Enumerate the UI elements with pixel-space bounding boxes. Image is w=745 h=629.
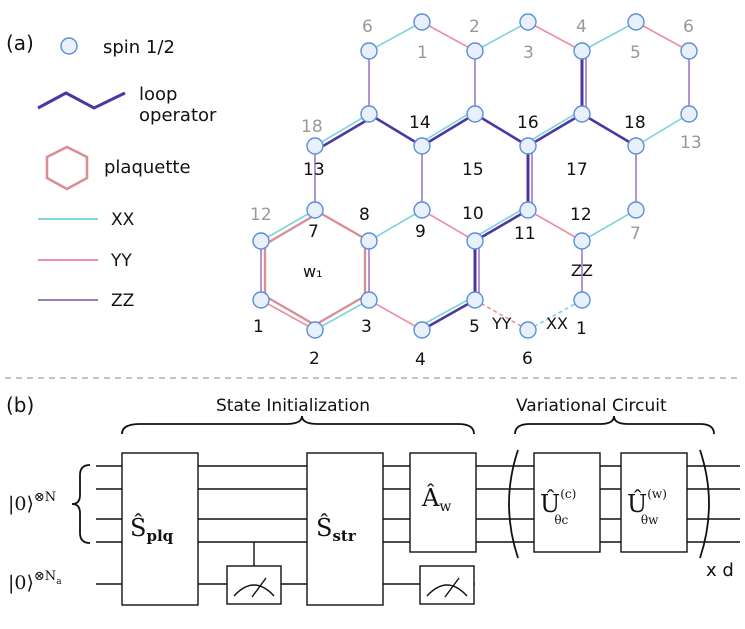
xx-bond-label: XX <box>546 314 568 333</box>
legend-loop-line2: operator <box>139 105 217 126</box>
meter-needle-icon <box>251 577 267 598</box>
svg-text:5: 5 <box>469 317 480 337</box>
lattice-bonds <box>260 21 690 332</box>
svg-text:5: 5 <box>630 43 641 63</box>
variational-brace <box>514 415 715 435</box>
svg-text:9: 9 <box>415 222 426 242</box>
svg-text:7: 7 <box>630 224 641 244</box>
gate-u-c <box>533 452 601 553</box>
svg-text:12: 12 <box>570 205 592 225</box>
gate-a-w <box>409 452 477 553</box>
state-init-title: State Initialization <box>216 396 370 416</box>
gate-u-c-label: Û(c) θc <box>540 487 576 527</box>
state-init-brace <box>121 415 475 435</box>
svg-text:4: 4 <box>576 17 587 37</box>
legend-spin-text: spin 1/2 <box>103 37 175 58</box>
svg-text:1: 1 <box>417 43 428 63</box>
variational-title: Variational Circuit <box>516 396 667 416</box>
register-brace <box>71 464 91 544</box>
svg-text:1: 1 <box>253 317 264 337</box>
svg-text:12: 12 <box>250 205 272 225</box>
variational-left-paren <box>508 449 519 559</box>
gate-s-plq-label: Ŝplq <box>130 513 174 545</box>
svg-text:13: 13 <box>680 133 702 153</box>
extra-site-6: 6 <box>522 349 533 369</box>
legend-yy-text: YY <box>110 251 132 271</box>
meter-needle-icon <box>444 577 460 598</box>
spin-sites <box>252 13 698 339</box>
svg-text:18: 18 <box>624 113 646 133</box>
panel-a-label: (a) <box>6 31 34 55</box>
legend-zz-text: ZZ <box>111 291 134 311</box>
extra-site-1: 1 <box>576 319 587 339</box>
svg-text:4: 4 <box>415 350 426 370</box>
yy-bond-label: YY <box>491 314 512 333</box>
site-numbers: 1 2 3 4 5 7 8 9 10 11 12 13 14 15 16 17 … <box>253 113 646 370</box>
svg-text:3: 3 <box>523 43 534 63</box>
meter-arc-icon <box>426 584 468 597</box>
legend: spin 1/2 loop operator plaquette XX YY Z… <box>37 37 217 311</box>
svg-text:3: 3 <box>361 317 372 337</box>
repeat-d-label: x d <box>706 560 734 581</box>
legend-loop-line1: loop <box>139 84 177 105</box>
svg-text:16: 16 <box>517 113 539 133</box>
svg-text:7: 7 <box>308 222 319 242</box>
variational-right-paren <box>699 449 710 559</box>
svg-text:14: 14 <box>409 113 431 133</box>
svg-text:17: 17 <box>566 160 588 180</box>
gate-a-w-label: Âw <box>421 483 451 515</box>
svg-text:18: 18 <box>301 117 323 137</box>
svg-text:13: 13 <box>303 160 325 180</box>
gate-s-str-label: Ŝstr <box>316 513 357 545</box>
legend-plaquette-text: plaquette <box>104 157 191 178</box>
gate-s-str <box>306 452 384 606</box>
svg-text:6: 6 <box>362 17 373 37</box>
svg-text:6: 6 <box>683 17 694 37</box>
svg-text:10: 10 <box>462 204 484 224</box>
gate-s-plq <box>121 452 199 606</box>
svg-text:2: 2 <box>469 17 480 37</box>
ket-ancilla: |0⟩⊗Na <box>8 569 62 594</box>
spin-legend-icon <box>60 37 78 55</box>
plaquette-legend-icon <box>45 145 89 191</box>
svg-text:15: 15 <box>462 160 484 180</box>
panel-b-label: (b) <box>6 393 34 417</box>
plaquette-label: w₁ <box>303 262 323 281</box>
zz-bond-label: ZZ <box>571 261 593 280</box>
legend-xx-text: XX <box>111 210 135 230</box>
ket-main: |0⟩⊗N <box>8 490 56 515</box>
gate-u-w <box>620 452 688 553</box>
loop-legend-icon <box>37 91 126 110</box>
meter-arc-icon <box>233 584 275 597</box>
svg-text:11: 11 <box>514 224 536 244</box>
svg-text:8: 8 <box>359 205 370 225</box>
boundary-numbers: 6 1 2 3 4 5 6 18 13 12 7 <box>250 17 702 244</box>
gate-u-w-label: Û(w) θw <box>627 487 667 527</box>
svg-text:2: 2 <box>309 349 320 369</box>
